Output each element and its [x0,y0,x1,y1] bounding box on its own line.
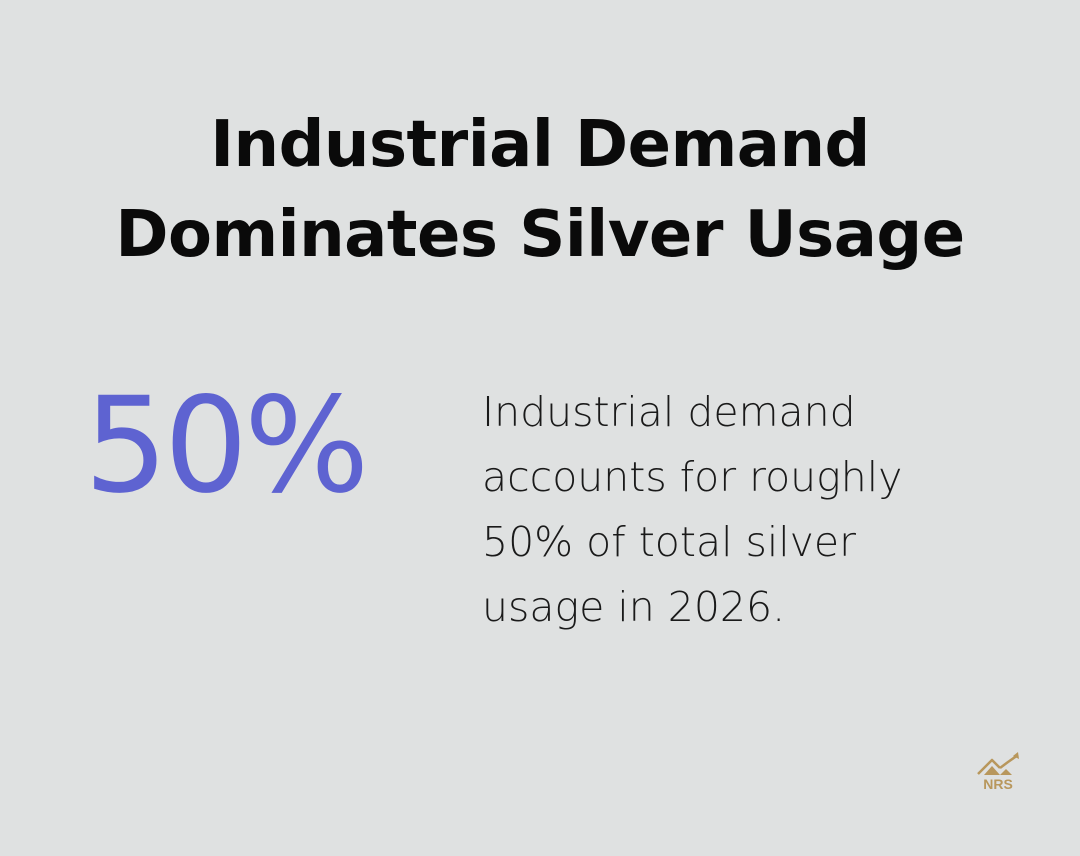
title-line-2: Dominates Silver Usage [115,198,965,272]
description-line-2: accounts for roughly [482,453,903,501]
brand-logo: NRS [974,752,1022,794]
title-line-1: Industrial Demand [210,108,870,182]
description-line-4: usage in 2026. [482,583,786,631]
stat-value: 50% [84,369,369,523]
description-line-3: 50% of total silver [482,518,856,566]
description-line-1: Industrial demand [482,388,856,436]
logo-text: NRS [983,776,1013,792]
page-title: Industrial Demand Dominates Silver Usage [0,100,1080,280]
stat-description: Industrial demand accounts for roughly 5… [482,380,1002,640]
house-chart-arrow-icon [977,752,1019,775]
